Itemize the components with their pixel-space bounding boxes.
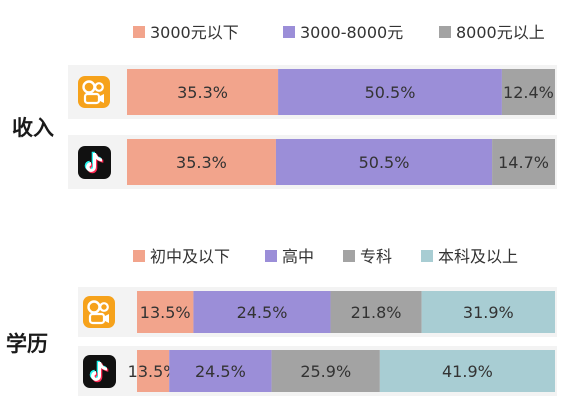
bar-row-education-douyin: 13.5% 24.5% 25.9% 41.9% [78, 346, 557, 396]
data-label-income-kuaishou-1: 35.3% [177, 83, 228, 102]
douyin-app-icon [78, 146, 111, 179]
data-label-income-kuaishou-2: 50.5% [365, 83, 416, 102]
data-label-income-kuaishou-3: 12.4% [503, 83, 554, 102]
bar-row-income-douyin: 35.3% 50.5% 14.7% [68, 135, 557, 189]
data-label-income-douyin-3: 14.7% [498, 153, 549, 172]
legend-swatch-education-1 [133, 250, 145, 262]
legend-swatch-income-3 [439, 26, 451, 38]
data-label-education-douyin-1: 13.5% [128, 362, 179, 381]
legend-label-income-1: 3000元以下 [150, 23, 239, 42]
data-label-education-kuaishou-4: 31.9% [463, 303, 514, 322]
bar-segment-education-kuaishou-3 [330, 291, 422, 333]
bar-segment-education-douyin-3 [271, 350, 380, 392]
income-legend: 3000元以下 3000-8000元 8000元以上 [133, 23, 545, 42]
data-label-education-douyin-3: 25.9% [300, 362, 351, 381]
bar-row-education-kuaishou: 13.5% 24.5% 21.8% 31.9% [78, 287, 557, 337]
data-label-income-douyin-2: 50.5% [359, 153, 410, 172]
bar-segment-income-kuaishou-2 [278, 69, 502, 115]
kuaishou-app-icon [83, 296, 115, 328]
income-chart: 3000元以下 3000-8000元 8000元以上 35.3% 50.5% 12.4%… [12, 23, 557, 189]
legend-label-education-2: 高中 [282, 247, 314, 266]
bar-segment-income-douyin-2 [275, 139, 493, 185]
bar-segment-education-douyin-4 [379, 350, 555, 392]
education-chart: 初中及以下 高中 专科 本科及以上 13.5% 24.5% 21.8% 31.9%13.5%… [6, 247, 557, 396]
bar-segment-education-kuaishou-2 [193, 291, 331, 333]
legend-swatch-education-2 [265, 250, 277, 262]
education-rows: 13.5% 24.5% 21.8% 31.9% 13.5% 24.5% 25.9% 41.9% [78, 287, 557, 396]
bar-segment-income-kuaishou-3 [501, 69, 555, 115]
education-group-label: 学历 [6, 332, 48, 356]
income-rows: 35.3% 50.5% 12.4% 35.3% 50.5% 14.7% [68, 65, 557, 189]
bar-segment-income-douyin-1 [127, 139, 276, 185]
legend-label-education-4: 本科及以上 [438, 247, 518, 266]
legend-swatch-income-1 [133, 26, 145, 38]
data-label-income-douyin-1: 35.3% [176, 153, 227, 172]
bar-row-income-kuaishou: 35.3% 50.5% 12.4% [68, 65, 557, 119]
income-group-label: 收入 [12, 116, 54, 140]
legend-label-income-2: 3000-8000元 [300, 23, 403, 42]
bar-segment-education-kuaishou-4 [421, 291, 555, 333]
data-label-education-kuaishou-3: 21.8% [351, 303, 402, 322]
legend-swatch-education-4 [421, 250, 433, 262]
data-label-education-kuaishou-1: 13.5% [140, 303, 191, 322]
education-legend: 初中及以下 高中 专科 本科及以上 [133, 247, 518, 266]
data-label-education-douyin-4: 41.9% [442, 362, 493, 381]
legend-label-income-3: 8000元以上 [456, 23, 545, 42]
data-label-education-douyin-2: 24.5% [195, 362, 246, 381]
data-label-education-kuaishou-2: 24.5% [237, 303, 288, 322]
bar-segment-education-douyin-2 [169, 350, 272, 392]
kuaishou-app-icon [78, 76, 110, 108]
bar-segment-education-kuaishou-1 [137, 291, 194, 333]
legend-swatch-education-3 [343, 250, 355, 262]
legend-swatch-income-2 [283, 26, 295, 38]
bar-segment-education-douyin-1 [137, 350, 170, 392]
bar-segment-income-kuaishou-1 [127, 69, 279, 115]
douyin-app-icon [83, 355, 116, 388]
bar-segment-income-douyin-3 [492, 139, 555, 185]
legend-label-education-1: 初中及以下 [150, 247, 230, 266]
legend-label-education-3: 专科 [360, 247, 392, 266]
